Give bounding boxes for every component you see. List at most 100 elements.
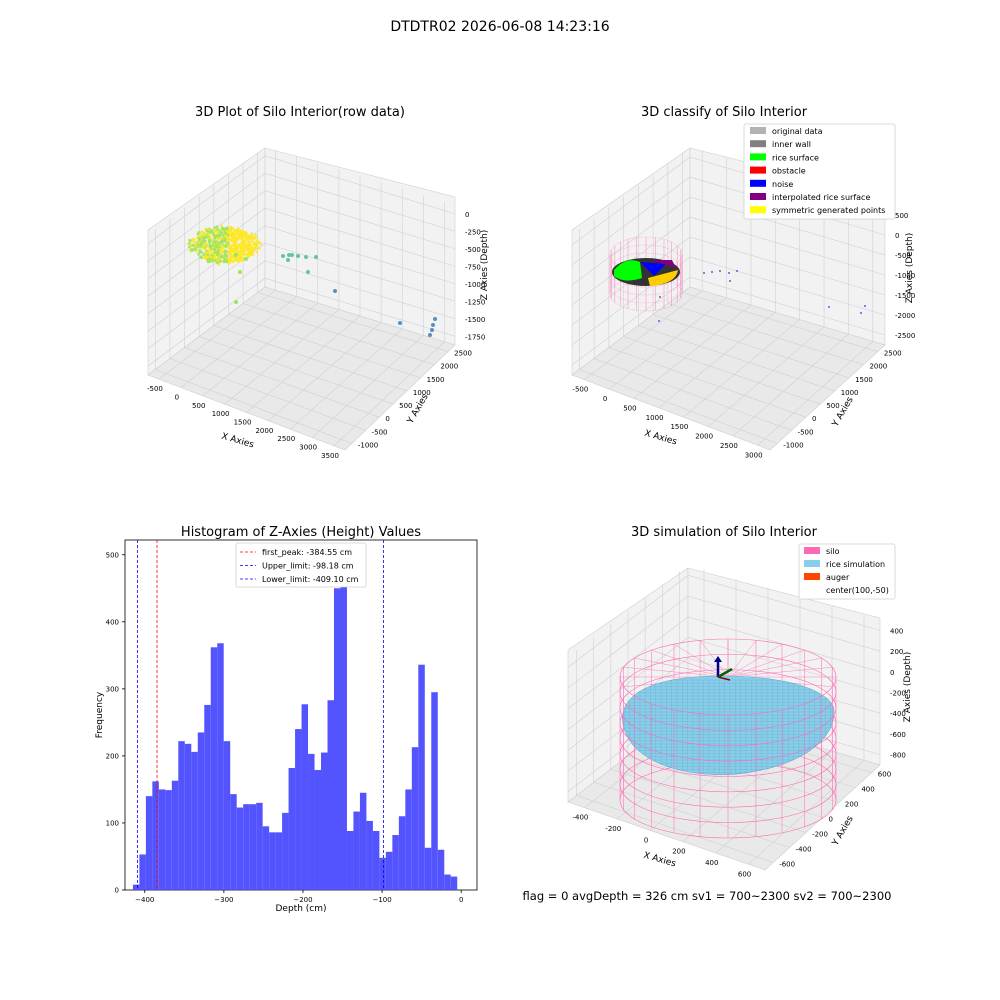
histogram-bar xyxy=(275,832,283,890)
legend-swatch xyxy=(750,127,766,134)
panel-simulation-title: 3D simulation of Silo Interior xyxy=(631,525,818,540)
histogram-bar xyxy=(327,700,334,890)
data-point xyxy=(221,233,225,237)
grid-line-y xyxy=(184,207,380,418)
grid-line-z xyxy=(147,172,456,262)
histogram-bar xyxy=(210,647,218,890)
data-point xyxy=(314,255,318,259)
y-tick-label: -400 xyxy=(796,846,812,854)
grid-line-z xyxy=(147,242,456,332)
histogram-bar xyxy=(223,741,231,890)
data-point xyxy=(222,256,226,260)
legend-label: first_peak: -384.55 cm xyxy=(262,548,352,557)
silo-ring-front xyxy=(619,799,837,839)
figure-suptitle: DTDTR02 2026-06-08 14:23:16 xyxy=(390,19,609,35)
x-tick-label: 2000 xyxy=(255,427,273,435)
noise-point xyxy=(659,296,661,298)
grid-line-x xyxy=(290,188,403,430)
data-point xyxy=(250,232,254,235)
data-point xyxy=(234,253,238,257)
grid-line-x xyxy=(584,150,703,380)
data-point xyxy=(220,239,224,243)
histogram-bar xyxy=(217,643,224,890)
data-point xyxy=(189,248,193,252)
data-point xyxy=(230,226,234,230)
panel-classify-xlabel: X Axies xyxy=(643,429,678,448)
data-point xyxy=(220,224,224,228)
data-point xyxy=(202,244,206,247)
data-point xyxy=(224,232,228,236)
silo-ring-front xyxy=(619,676,837,716)
data-point xyxy=(208,244,212,248)
y-tick-label: 0 xyxy=(829,816,833,824)
histogram-bar xyxy=(314,769,322,890)
noise-point xyxy=(728,272,730,274)
x-tick-label: 0 xyxy=(644,836,648,844)
x-tick-label: -400 xyxy=(572,814,588,822)
histogram-bar xyxy=(308,753,315,890)
panel-classify-legend: original data inner wall rice surface obsta… xyxy=(743,123,896,220)
panel-classify-3d: 3D classify of Silo Interior -5000500100… xyxy=(571,105,915,459)
data-point xyxy=(219,259,222,263)
panel-classify-points xyxy=(609,236,866,322)
data-point xyxy=(227,261,231,265)
data-point xyxy=(237,252,241,256)
data-point xyxy=(204,232,208,236)
data-point xyxy=(238,259,242,262)
silo-lid-spoke xyxy=(727,657,822,678)
data-point xyxy=(199,233,203,237)
symmetric-points-region xyxy=(648,270,678,286)
legend-label: rice surface xyxy=(772,153,819,162)
data-point xyxy=(192,240,196,244)
pane-floor xyxy=(147,286,456,451)
data-point xyxy=(200,250,204,254)
silo-lid-spoke xyxy=(651,649,729,678)
x-tick-label: 3000 xyxy=(745,451,763,459)
histogram-bar xyxy=(171,780,179,890)
z-tick-label: 0 xyxy=(895,232,899,240)
data-point xyxy=(219,252,223,256)
legend-label: noise xyxy=(772,180,793,189)
histogram-bar xyxy=(152,781,159,890)
grid-line-y xyxy=(155,229,352,444)
grid-line-x xyxy=(180,156,297,388)
histogram-bar xyxy=(392,835,399,890)
data-point xyxy=(238,270,242,274)
data-point xyxy=(210,230,214,234)
grid-line-y xyxy=(169,218,366,431)
data-point xyxy=(199,231,203,234)
grid-line-x xyxy=(268,182,382,422)
z-tick-label: -1750 xyxy=(465,333,485,341)
data-point xyxy=(244,257,248,261)
histogram-bars xyxy=(132,581,458,890)
silo-ring-front xyxy=(619,769,837,808)
legend-swatch xyxy=(750,140,766,148)
y-tick-label: 1000 xyxy=(413,389,431,397)
histogram-bar xyxy=(411,747,419,890)
data-point xyxy=(228,245,232,249)
arrow-head-icon xyxy=(714,656,722,662)
histogram-bar xyxy=(132,884,140,890)
grid-line-x xyxy=(224,169,340,405)
data-point xyxy=(296,254,300,258)
data-point xyxy=(237,244,241,247)
x-tick-label: 0 xyxy=(459,896,463,904)
data-point xyxy=(306,270,310,274)
histogram-bar xyxy=(262,826,270,890)
data-point xyxy=(245,237,249,241)
x-tick-label: -500 xyxy=(572,386,588,394)
silo-ring-front xyxy=(619,692,837,731)
grid-line-y xyxy=(242,163,435,365)
data-point xyxy=(191,237,195,241)
z-tick-label: 200 xyxy=(890,648,903,656)
data-point xyxy=(197,236,201,240)
data-point xyxy=(255,243,259,247)
histogram-bar xyxy=(379,857,386,890)
data-point xyxy=(235,238,239,241)
data-point xyxy=(193,247,197,251)
data-point xyxy=(200,242,203,246)
data-point xyxy=(213,259,217,262)
data-point xyxy=(248,248,252,252)
z-tick-label: -2000 xyxy=(895,312,915,320)
data-point xyxy=(247,241,251,245)
